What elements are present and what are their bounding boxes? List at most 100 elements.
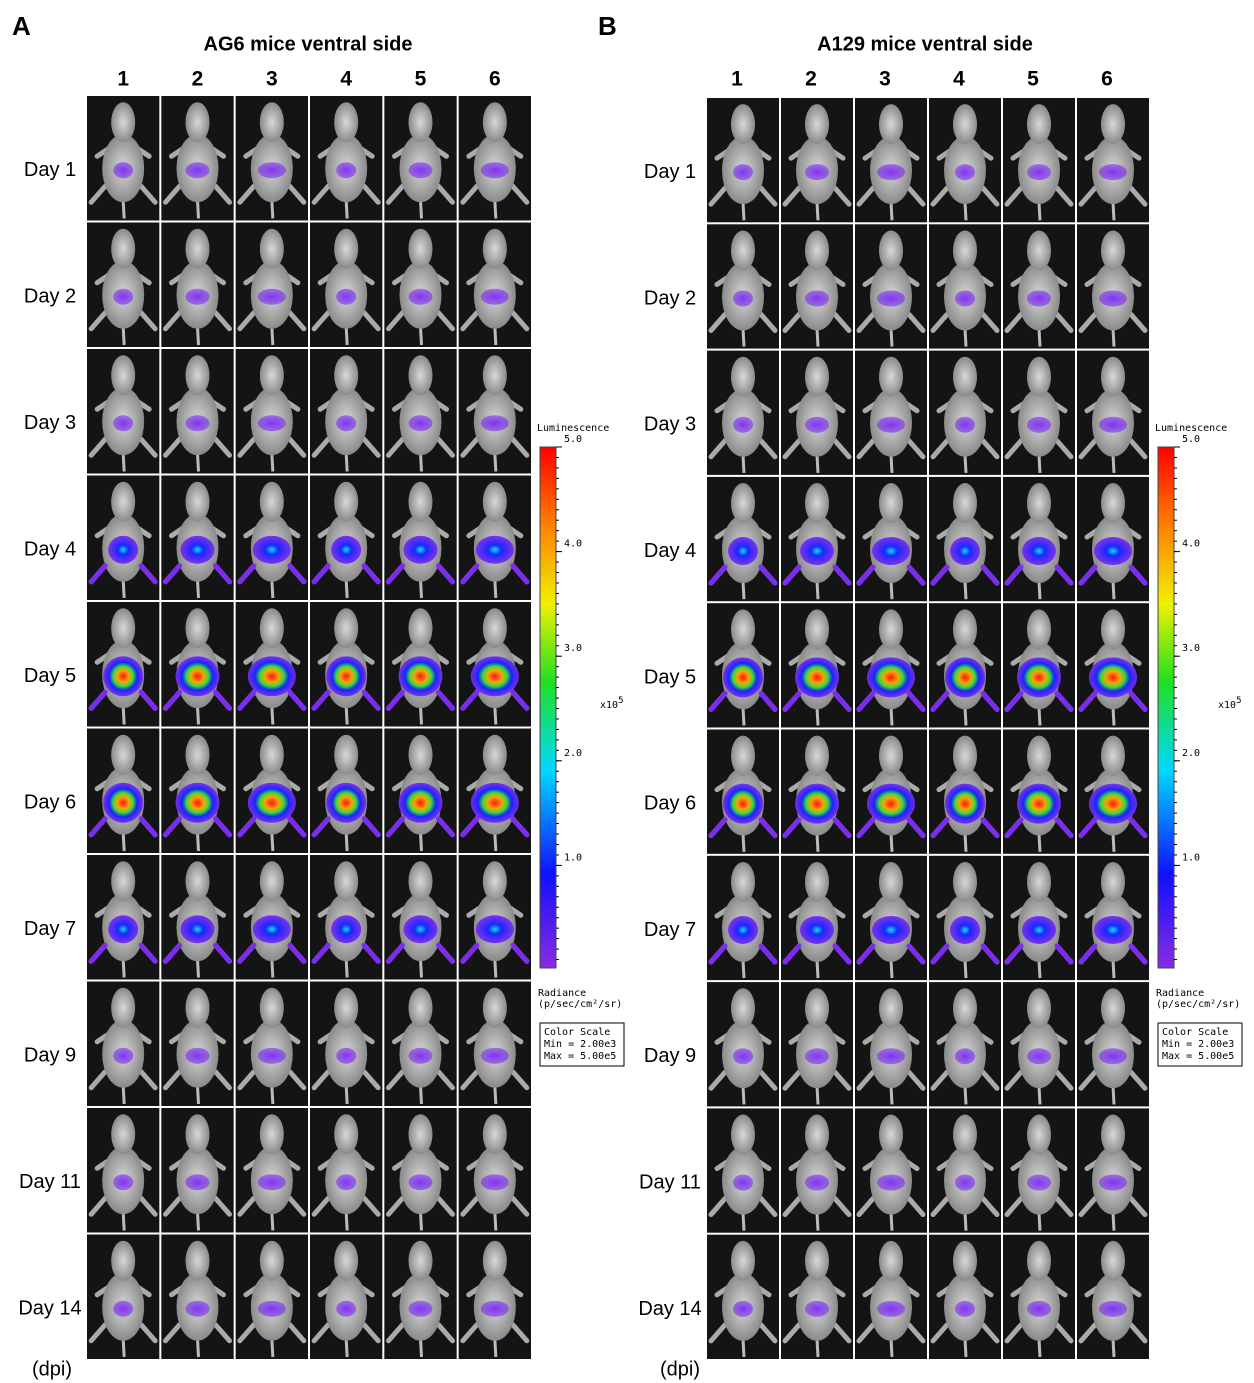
mouse-head	[483, 482, 507, 522]
mouse-image	[459, 1108, 531, 1233]
mouse-head	[334, 102, 358, 142]
mouse-image	[781, 477, 853, 601]
mouse-image	[236, 349, 308, 474]
luminescence-signal	[481, 289, 509, 305]
luminescence-signal	[476, 536, 514, 564]
mouse-image	[781, 351, 853, 475]
colorbar-multiplier: x105	[600, 696, 623, 712]
mouse-image	[310, 1235, 382, 1360]
mouse-tail	[1039, 1339, 1040, 1357]
mouse-tail	[346, 706, 347, 724]
mouse-tail	[1039, 581, 1040, 599]
mouse-image	[310, 982, 382, 1107]
mouse-tail	[495, 1086, 496, 1104]
color-scale-text: Max = 5.00e5	[1162, 1051, 1234, 1062]
mouse-head	[879, 483, 903, 523]
mouse-tail	[817, 960, 818, 978]
mouse-image	[781, 224, 853, 348]
mouse-image	[236, 223, 308, 348]
mouse-image	[707, 1235, 779, 1359]
colorbar-tick-label: 3.0	[1182, 643, 1200, 654]
luminescence-signal	[950, 537, 980, 565]
mouse-head	[879, 1115, 903, 1155]
luminescence-signal	[181, 915, 215, 943]
luminescence-signal	[1022, 916, 1056, 944]
mouse-image	[384, 982, 456, 1107]
mouse-tail	[346, 1086, 347, 1104]
row-label: Day 1	[24, 159, 76, 181]
mouse-image	[459, 349, 531, 474]
mouse-tail	[346, 1212, 347, 1230]
mouse-tail	[743, 1339, 744, 1357]
mouse-tail	[272, 1212, 273, 1230]
mouse-tail	[817, 1339, 818, 1357]
luminescence-signal	[258, 1174, 286, 1190]
mouse-image	[87, 855, 159, 980]
mouse-head	[409, 1114, 433, 1154]
mouse-head	[1027, 1241, 1051, 1281]
mouse-head	[1101, 736, 1125, 776]
luminescence-signal	[872, 916, 910, 944]
mouse-head	[334, 608, 358, 648]
multiplier: x10	[1218, 700, 1236, 711]
mouse-head	[186, 1241, 210, 1281]
mouse-image	[781, 856, 853, 980]
mouse-head	[111, 102, 135, 142]
mouse-tail	[817, 328, 818, 346]
mouse-head	[186, 102, 210, 142]
colorbar-tick-label: 5.0	[564, 434, 582, 445]
mouse-head	[953, 988, 977, 1028]
mouse-head	[111, 355, 135, 395]
luminescence-signal	[404, 915, 438, 943]
row-label: Day 1	[644, 161, 696, 183]
mouse-head	[111, 229, 135, 269]
mouse-image	[855, 603, 927, 727]
mouse-head	[1027, 862, 1051, 902]
mouse-head	[731, 1241, 755, 1281]
luminescence-signal	[733, 1175, 753, 1191]
mouse-head	[1101, 862, 1125, 902]
color-scale-text: Color Scale	[544, 1027, 610, 1038]
mouse-image	[161, 1108, 233, 1233]
mouse-image	[707, 1108, 779, 1232]
luminescence-signal	[481, 162, 509, 178]
mouse-tail	[817, 1086, 818, 1104]
row-label: Day 14	[638, 1298, 701, 1320]
mouse-tail	[1039, 1086, 1040, 1104]
mouse-head	[260, 102, 284, 142]
color-scale-text: Min = 2.00e3	[544, 1039, 616, 1050]
mouse-tail	[1113, 328, 1114, 346]
mouse-image	[1077, 1108, 1149, 1232]
mouse-tail	[421, 959, 422, 977]
mouse-image	[707, 982, 779, 1106]
mouse-tail	[123, 1212, 124, 1230]
mouse-image	[236, 96, 308, 221]
luminescence-signal	[1027, 164, 1051, 180]
luminescence-signal	[186, 289, 210, 305]
mouse-image	[459, 1235, 531, 1360]
mouse-tail	[1113, 960, 1114, 978]
mouse-tail	[198, 327, 199, 345]
mouse-image	[855, 730, 927, 854]
luminescence-signal	[103, 656, 143, 696]
luminescence-signal	[1099, 1301, 1127, 1317]
luminescence-signal	[108, 915, 138, 943]
mouse-tail	[198, 453, 199, 471]
mouse-tail	[965, 202, 966, 220]
panel-title: AG6 mice ventral side	[204, 33, 413, 55]
luminescence-signal	[481, 1048, 509, 1064]
luminescence-signal	[877, 1301, 905, 1317]
column-label: 4	[953, 68, 965, 91]
colorbar-unit: (p/sec/cm²/sr)	[1156, 999, 1240, 1010]
mouse-tail	[743, 707, 744, 725]
mouse-image	[1003, 98, 1075, 222]
mouse-image	[1077, 982, 1149, 1106]
mouse-head	[805, 862, 829, 902]
mouse-image	[1003, 603, 1075, 727]
mouse-image	[1003, 856, 1075, 980]
mouse-image	[929, 603, 1001, 727]
mouse-tail	[421, 200, 422, 218]
row-label: Day 3	[644, 414, 696, 436]
mouse-head	[260, 355, 284, 395]
mouse-image	[1003, 730, 1075, 854]
